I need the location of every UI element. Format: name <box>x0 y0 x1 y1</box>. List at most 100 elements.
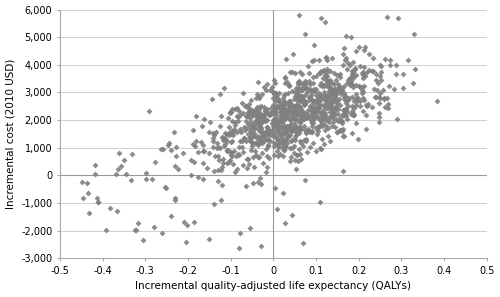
Point <box>338 119 346 124</box>
Point <box>308 98 316 102</box>
Point <box>250 131 258 135</box>
Point <box>316 117 324 121</box>
Point <box>270 91 278 96</box>
Point <box>340 108 347 113</box>
Point <box>282 140 290 145</box>
Point <box>158 147 166 151</box>
Point <box>274 137 282 141</box>
Point <box>314 104 322 108</box>
Point <box>328 103 336 108</box>
Point <box>264 111 272 116</box>
Point <box>234 145 242 150</box>
Point <box>289 108 297 113</box>
Point <box>360 73 368 78</box>
Point <box>250 126 258 131</box>
Point <box>300 124 308 129</box>
Point <box>320 107 328 112</box>
Point <box>306 113 314 118</box>
Point <box>192 138 200 143</box>
Point <box>282 117 290 122</box>
Point <box>192 113 200 118</box>
Point <box>280 99 288 103</box>
Point <box>276 132 283 137</box>
Point <box>279 144 287 149</box>
Point <box>326 85 334 90</box>
Point <box>312 113 320 118</box>
Point <box>344 77 352 82</box>
Point <box>86 211 94 215</box>
Point <box>262 147 270 152</box>
Point <box>348 68 356 73</box>
Point <box>328 56 336 60</box>
Point <box>282 115 290 120</box>
Point <box>278 115 285 120</box>
Point <box>251 141 259 146</box>
Point <box>322 58 330 62</box>
Point <box>324 120 332 125</box>
Point <box>275 144 283 149</box>
Point <box>338 129 346 133</box>
Point <box>352 103 360 108</box>
Point <box>225 131 233 135</box>
Point <box>236 112 244 117</box>
Point <box>276 118 284 123</box>
Point <box>323 102 331 106</box>
Point <box>318 123 326 128</box>
Point <box>272 207 280 211</box>
Point <box>94 200 102 205</box>
Point <box>272 96 280 101</box>
Point <box>314 99 322 103</box>
Point <box>214 141 222 146</box>
Point <box>235 108 243 113</box>
Point <box>254 127 262 131</box>
Point <box>250 149 258 154</box>
Point <box>263 107 271 112</box>
Point <box>252 108 260 112</box>
Point <box>272 125 280 129</box>
Point <box>376 95 384 100</box>
Point <box>400 85 407 90</box>
Point <box>257 139 265 144</box>
Point <box>306 130 314 135</box>
Point <box>275 98 283 103</box>
Point <box>321 102 329 107</box>
Point <box>263 118 271 123</box>
Point <box>290 94 298 98</box>
Point <box>356 104 364 109</box>
Point <box>268 105 276 110</box>
Point <box>281 143 289 148</box>
Point <box>294 90 302 94</box>
Point <box>260 138 268 143</box>
Point <box>226 110 234 115</box>
Point <box>312 126 320 131</box>
Point <box>242 113 250 118</box>
Point <box>228 154 236 159</box>
Point <box>280 191 287 195</box>
Point <box>308 118 316 123</box>
Point <box>266 139 274 144</box>
Point <box>246 135 254 140</box>
Point <box>286 105 294 110</box>
Point <box>253 91 261 96</box>
Point <box>236 230 244 235</box>
Point <box>322 99 330 103</box>
Point <box>296 99 304 103</box>
Point <box>218 183 226 188</box>
Point <box>300 79 308 84</box>
Point <box>339 134 347 138</box>
Point <box>282 130 290 135</box>
Point <box>378 70 386 75</box>
Point <box>344 61 352 65</box>
Point <box>296 119 304 123</box>
Point <box>256 176 264 181</box>
Point <box>297 118 305 123</box>
Point <box>382 15 390 19</box>
Point <box>246 138 254 143</box>
Point <box>194 174 202 179</box>
Point <box>276 118 283 123</box>
Point <box>284 132 292 137</box>
Point <box>326 114 334 119</box>
Point <box>246 128 254 132</box>
Point <box>293 117 301 122</box>
Point <box>286 104 294 108</box>
